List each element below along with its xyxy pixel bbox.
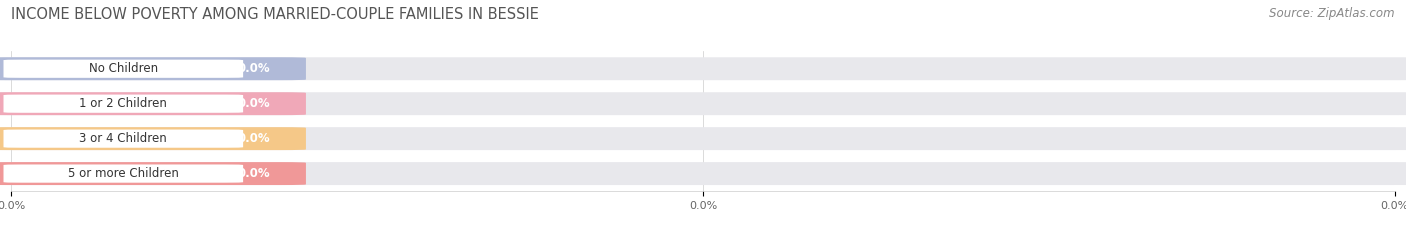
FancyBboxPatch shape — [0, 92, 307, 115]
Text: 5 or more Children: 5 or more Children — [67, 167, 179, 180]
Text: 0.0%: 0.0% — [238, 132, 270, 145]
FancyBboxPatch shape — [0, 162, 307, 185]
Text: INCOME BELOW POVERTY AMONG MARRIED-COUPLE FAMILIES IN BESSIE: INCOME BELOW POVERTY AMONG MARRIED-COUPL… — [11, 7, 538, 22]
FancyBboxPatch shape — [0, 127, 1406, 150]
FancyBboxPatch shape — [0, 162, 1406, 185]
FancyBboxPatch shape — [0, 127, 307, 150]
Text: No Children: No Children — [89, 62, 157, 75]
FancyBboxPatch shape — [3, 130, 243, 148]
Text: 1 or 2 Children: 1 or 2 Children — [79, 97, 167, 110]
Text: Source: ZipAtlas.com: Source: ZipAtlas.com — [1270, 7, 1395, 20]
FancyBboxPatch shape — [3, 60, 243, 78]
Text: 0.0%: 0.0% — [238, 62, 270, 75]
FancyBboxPatch shape — [0, 57, 1406, 80]
Text: 0.0%: 0.0% — [238, 167, 270, 180]
FancyBboxPatch shape — [3, 164, 243, 183]
FancyBboxPatch shape — [3, 95, 243, 113]
FancyBboxPatch shape — [0, 92, 1406, 115]
FancyBboxPatch shape — [0, 57, 307, 80]
Text: 3 or 4 Children: 3 or 4 Children — [79, 132, 167, 145]
Text: 0.0%: 0.0% — [238, 97, 270, 110]
